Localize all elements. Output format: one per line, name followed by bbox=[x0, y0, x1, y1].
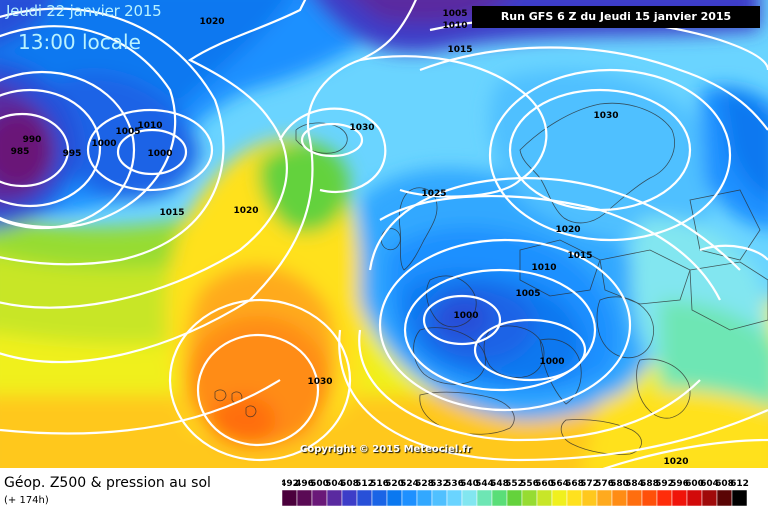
scale-swatch bbox=[386, 489, 403, 507]
scale-swatch bbox=[371, 489, 388, 507]
pressure-label: 1010 bbox=[442, 21, 467, 31]
scale-value-label: 608 bbox=[715, 479, 734, 489]
scale-value-label: 508 bbox=[340, 479, 359, 489]
scale-swatch bbox=[686, 489, 703, 507]
scale-value-label: 600 bbox=[685, 479, 704, 489]
scale-swatch bbox=[416, 489, 433, 507]
pressure-label: 1000 bbox=[453, 311, 478, 321]
scale-value-label: 504 bbox=[325, 479, 344, 489]
pressure-label: 995 bbox=[63, 149, 82, 159]
pressure-label: 1015 bbox=[567, 251, 592, 261]
footer-bar: Géop. Z500 & pression au sol (+ 174h) 49… bbox=[0, 468, 768, 512]
pressure-label: 1010 bbox=[137, 121, 162, 131]
pressure-label: 1015 bbox=[159, 208, 184, 218]
forecast-map: 1005 1010 1015 1020 990 985 995 1000 100… bbox=[0, 0, 768, 468]
scale-value-label: 544 bbox=[475, 479, 494, 489]
pressure-label: 1000 bbox=[147, 149, 172, 159]
pressure-label: 1020 bbox=[233, 206, 258, 216]
scale-swatch bbox=[731, 489, 748, 507]
scale-swatch bbox=[401, 489, 418, 507]
lead-time: (+ 174h) bbox=[4, 495, 49, 506]
pressure-label: 1000 bbox=[91, 139, 116, 149]
pressure-label: 1030 bbox=[349, 123, 374, 133]
scale-swatch bbox=[296, 489, 313, 507]
scale-swatch bbox=[491, 489, 508, 507]
scale-value-label: 560 bbox=[535, 479, 554, 489]
scale-swatch bbox=[641, 489, 658, 507]
pressure-label: 1010 bbox=[531, 263, 556, 273]
pressure-label: 1005 bbox=[442, 9, 467, 19]
scale-swatch bbox=[521, 489, 538, 507]
scale-swatch bbox=[536, 489, 553, 507]
pressure-label: 985 bbox=[11, 147, 30, 157]
scale-value-label: 604 bbox=[700, 479, 719, 489]
scale-value-label: 548 bbox=[490, 479, 509, 489]
scale-value-label: 492 bbox=[282, 479, 299, 489]
scale-swatch bbox=[716, 489, 733, 507]
product-title: Géop. Z500 & pression au sol bbox=[4, 475, 211, 491]
scale-swatch bbox=[701, 489, 718, 507]
scale-swatch bbox=[341, 489, 358, 507]
pressure-label: 990 bbox=[23, 135, 42, 145]
pressure-label: 1015 bbox=[447, 45, 472, 55]
scale-value-label: 556 bbox=[520, 479, 539, 489]
scale-value-label: 524 bbox=[400, 479, 419, 489]
scale-swatch bbox=[671, 489, 688, 507]
pressure-label: 1020 bbox=[555, 225, 580, 235]
scale-swatch bbox=[506, 489, 523, 507]
scale-swatch bbox=[326, 489, 343, 507]
scale-value-label: 516 bbox=[370, 479, 389, 489]
scale-value-label: 592 bbox=[655, 479, 674, 489]
scale-value-label: 532 bbox=[430, 479, 449, 489]
scale-swatch bbox=[566, 489, 583, 507]
scale-value-label: 520 bbox=[385, 479, 404, 489]
scale-value-label: 512 bbox=[355, 479, 374, 489]
scale-value-label: 536 bbox=[445, 479, 464, 489]
scale-swatch bbox=[446, 489, 463, 507]
copyright-notice: Copyright © 2015 Meteociel.fr bbox=[300, 444, 472, 455]
pressure-label: 1000 bbox=[539, 357, 564, 367]
scale-value-label: 588 bbox=[640, 479, 659, 489]
color-scale-legend: 4924965005045085125165205245285325365405… bbox=[282, 479, 749, 507]
pressure-labels: 1005 1010 1015 1020 990 985 995 1000 100… bbox=[11, 9, 689, 467]
scale-value-label: 568 bbox=[565, 479, 584, 489]
scale-swatch bbox=[311, 489, 328, 507]
scale-value-label: 540 bbox=[460, 479, 479, 489]
scale-swatch bbox=[356, 489, 373, 507]
scale-swatch bbox=[551, 489, 568, 507]
scale-value-label: 528 bbox=[415, 479, 434, 489]
scale-swatch bbox=[626, 489, 643, 507]
pressure-label: 1005 bbox=[515, 289, 540, 299]
scale-value-label: 580 bbox=[610, 479, 629, 489]
run-info-banner: Run GFS 6 Z du Jeudi 15 janvier 2015 bbox=[472, 6, 760, 28]
scale-value-label: 496 bbox=[295, 479, 314, 489]
pressure-label: 1025 bbox=[421, 189, 446, 199]
scale-value-label: 596 bbox=[670, 479, 689, 489]
scale-swatch bbox=[476, 489, 493, 507]
valid-date: Jeudi 22 janvier 2015 bbox=[6, 2, 162, 20]
scale-value-label: 584 bbox=[625, 479, 644, 489]
scale-swatch bbox=[656, 489, 673, 507]
pressure-label: 1020 bbox=[199, 17, 224, 27]
scale-swatch bbox=[282, 489, 298, 507]
scale-swatch bbox=[461, 489, 478, 507]
scale-value-label: 552 bbox=[505, 479, 524, 489]
coastlines bbox=[214, 102, 768, 455]
scale-value-label: 564 bbox=[550, 479, 569, 489]
scale-swatch bbox=[596, 489, 613, 507]
pressure-label: 1030 bbox=[307, 377, 332, 387]
scale-value-label: 612 bbox=[730, 479, 749, 489]
isobars bbox=[0, 0, 768, 468]
scale-swatch bbox=[611, 489, 628, 507]
local-time: 13:00 locale bbox=[18, 30, 141, 54]
pressure-label: 1030 bbox=[593, 111, 618, 121]
scale-swatch bbox=[431, 489, 448, 507]
scale-value-label: 500 bbox=[310, 479, 329, 489]
scale-value-label: 576 bbox=[595, 479, 614, 489]
pressure-label: 1020 bbox=[663, 457, 688, 467]
scale-value-label: 572 bbox=[580, 479, 599, 489]
pressure-label: 1005 bbox=[115, 127, 140, 137]
scale-swatch bbox=[581, 489, 598, 507]
